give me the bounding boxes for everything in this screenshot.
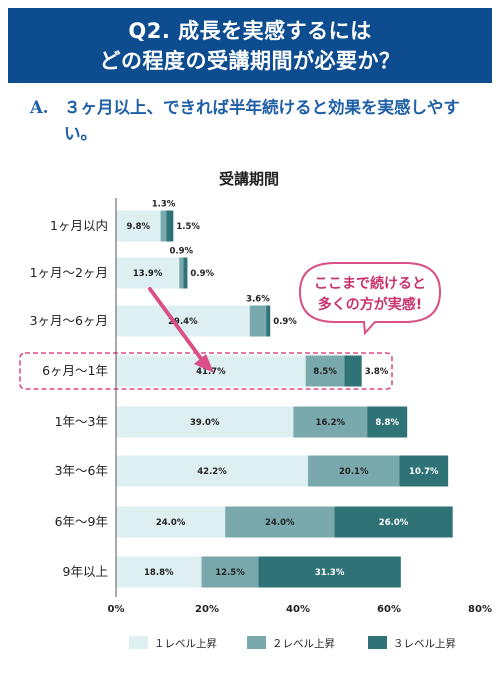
data-label: 9.8% [127,222,151,232]
legend-label: １レベル上昇 [154,638,217,650]
x-tick-label: 80% [468,604,492,615]
data-label: 0.9% [273,317,297,327]
data-label: 1.3% [152,200,176,210]
answer-label: A. [30,98,49,117]
labels-layer: 1ヶ月以内 9.8% 1.3% 1.5% 1ヶ月〜2ヶ月 13.9% 0.9% 0.9% 3ヶ月… [30,200,439,580]
data-label: 18.8% [144,568,174,578]
highlight-box [19,352,393,390]
bar-segment [305,355,345,387]
data-label: 20.1% [339,467,369,477]
x-tick-label: 40% [286,604,310,615]
category-label: 6年〜9年 [55,514,108,529]
x-tick-label: 20% [195,604,219,615]
bar-segment [334,506,453,538]
category-label: 3ヶ月〜6ヶ月 [30,313,108,328]
data-label: 8.8% [375,418,399,428]
title-banner: Q2. 成長を実感するには どの程度の受講期間が必要か？ [8,8,492,83]
callout-group: ここまで続けると 多くの方が実感! [298,262,442,336]
data-label: 13.9% [133,269,163,279]
bar-segment [258,556,401,588]
data-label: 24.0% [265,518,295,528]
data-label: 0.9% [170,247,194,257]
data-label: 16.2% [316,418,346,428]
arrow-group [148,287,214,373]
bar-segment [183,257,188,289]
category-label: 1年〜3年 [55,414,108,429]
title-line-1: Q2. 成長を実感するには [128,19,372,43]
callout-line-2: 多くの方が実感! [318,296,422,313]
answer-text: A. ３ヶ月以上、できれば半年続けると効果を実感しやすい。 [30,95,484,147]
bar-segment [166,210,174,242]
bar-segment [179,257,184,289]
legend-label: ２レベル上昇 [272,638,335,650]
category-label: 3年〜6年 [55,463,108,478]
legend-swatch [129,636,148,649]
bar-segment [225,506,335,538]
callout-arrow-shaft [148,287,204,362]
data-label: 26.0% [379,518,409,528]
title-line-2: どの程度の受講期間が必要か？ [99,49,401,73]
x-tick-label: 0% [108,604,125,615]
bar-segment [266,305,271,337]
data-label: 0.9% [190,269,214,279]
bar-segment [116,406,294,438]
data-label: 42.2% [197,467,227,477]
answer-body: ３ヶ月以上、できれば半年続けると効果を実感しやすい。 [64,98,460,143]
callout-line-1: ここまで続けると [314,275,426,292]
bar-segment [201,556,259,588]
bar-segment [308,455,400,487]
category-label: 1ヶ月〜2ヶ月 [30,265,108,280]
category-label: 6ヶ月〜1年 [42,363,108,378]
x-tick-label: 60% [377,604,401,615]
data-label: 3.8% [365,367,389,377]
category-label: 9年以上 [63,564,108,579]
bar-segment [116,210,161,242]
data-label: 31.3% [315,568,345,578]
bar-segment [116,455,309,487]
bar-segment [116,506,226,538]
data-label: 39.0% [190,418,220,428]
bar-segment [399,455,449,487]
chart-title: 受講期間 [219,170,279,188]
legend-swatch [247,636,266,649]
callout-arrow-head [194,354,214,373]
data-label: 3.6% [246,295,270,305]
data-label: 10.7% [409,467,439,477]
bar-segment [116,556,202,588]
category-label: 1ヶ月以内 [50,218,108,233]
data-label: 8.5% [313,367,337,377]
bar-segment [249,305,267,337]
axis-layer: 0% 20% 40% 60% 80% [108,198,492,615]
callout-bubble [298,262,442,336]
data-label: 1.5% [176,222,200,232]
data-label: 41.7% [196,367,226,377]
data-label: 29.4% [168,317,198,327]
bar-segment [160,210,167,242]
data-label: 12.5% [215,568,245,578]
legend-swatch [368,636,387,649]
bar-segment [344,355,362,387]
data-label: 24.0% [156,518,186,528]
legend-label: ３レベル上昇 [393,638,456,650]
bar-segment [293,406,368,438]
bar-segment [116,257,180,289]
legend: １レベル上昇 ２レベル上昇 ３レベル上昇 [129,636,456,650]
bar-segment [367,406,408,438]
